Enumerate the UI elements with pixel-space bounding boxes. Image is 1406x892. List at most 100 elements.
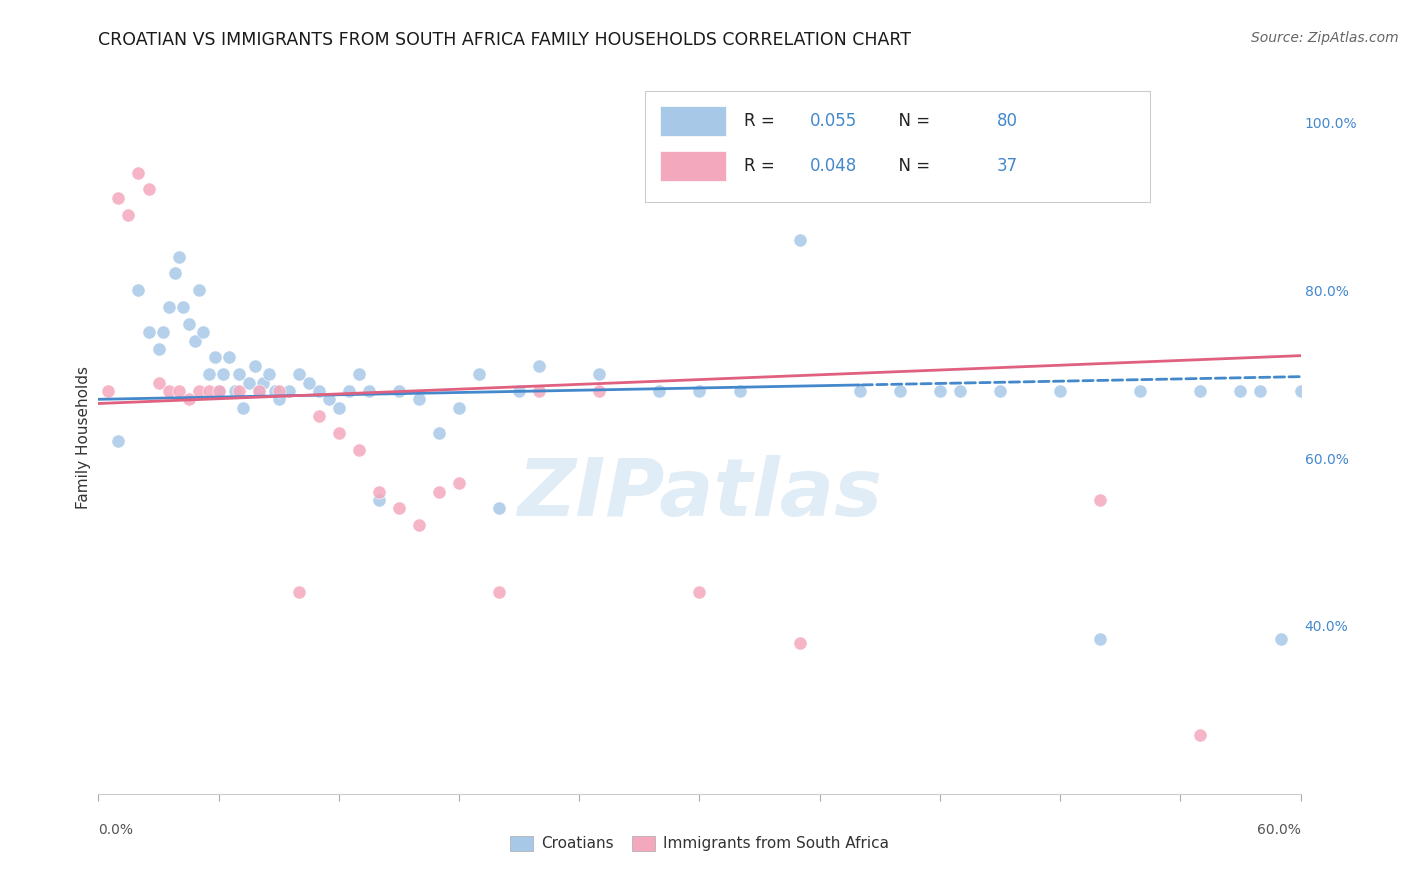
Point <box>1289 384 1312 398</box>
Point <box>191 325 214 339</box>
Point <box>368 493 391 508</box>
Point <box>357 384 380 398</box>
Text: CROATIAN VS IMMIGRANTS FROM SOUTH AFRICA FAMILY HOUSEHOLDS CORRELATION CHART: CROATIAN VS IMMIGRANTS FROM SOUTH AFRICA… <box>98 31 911 49</box>
Point <box>328 425 350 440</box>
Point <box>128 166 150 180</box>
Point <box>949 384 972 398</box>
Point <box>648 384 671 398</box>
Point <box>267 392 290 407</box>
Point <box>138 182 160 196</box>
Text: Source: ZipAtlas.com: Source: ZipAtlas.com <box>1251 31 1399 45</box>
Point <box>288 585 311 599</box>
Point <box>257 367 280 381</box>
Text: 80: 80 <box>997 112 1018 130</box>
Point <box>238 376 260 390</box>
Point <box>117 208 139 222</box>
Text: N =: N = <box>889 157 935 175</box>
Point <box>988 384 1011 398</box>
Point <box>107 434 129 449</box>
Point <box>177 317 200 331</box>
Point <box>177 392 200 407</box>
Point <box>1049 384 1071 398</box>
Point <box>187 384 209 398</box>
Point <box>1189 384 1212 398</box>
Point <box>232 401 254 415</box>
Point <box>263 384 285 398</box>
Point <box>228 384 250 398</box>
Point <box>1250 384 1272 398</box>
Point <box>488 501 510 516</box>
Point <box>468 367 491 381</box>
Point <box>408 392 430 407</box>
Point <box>388 384 411 398</box>
Point <box>128 283 150 297</box>
Text: R =: R = <box>744 157 780 175</box>
Point <box>447 401 470 415</box>
Point <box>689 384 711 398</box>
Point <box>588 384 610 398</box>
Point <box>163 266 186 280</box>
Point <box>488 585 510 599</box>
Point <box>243 359 266 373</box>
Point <box>138 325 160 339</box>
Text: 0.0%: 0.0% <box>98 823 134 838</box>
Point <box>172 300 194 314</box>
Point <box>427 425 450 440</box>
Point <box>187 283 209 297</box>
Point <box>267 384 290 398</box>
Point <box>728 384 751 398</box>
Point <box>689 585 711 599</box>
FancyBboxPatch shape <box>659 106 725 136</box>
Point <box>427 484 450 499</box>
Point <box>1229 384 1251 398</box>
Point <box>368 484 391 499</box>
Text: 0.048: 0.048 <box>810 157 858 175</box>
Point <box>447 476 470 491</box>
Point <box>1189 728 1212 742</box>
Point <box>247 384 270 398</box>
Point <box>107 191 129 205</box>
Text: 60.0%: 60.0% <box>1257 823 1301 838</box>
Point <box>157 384 180 398</box>
Point <box>197 367 219 381</box>
Point <box>224 384 246 398</box>
Point <box>157 300 180 314</box>
Point <box>1129 384 1152 398</box>
Point <box>197 384 219 398</box>
Point <box>889 384 911 398</box>
Point <box>318 392 340 407</box>
Point <box>347 442 370 457</box>
Point <box>148 376 170 390</box>
Point <box>228 367 250 381</box>
Point <box>208 384 231 398</box>
Legend: Croatians, Immigrants from South Africa: Croatians, Immigrants from South Africa <box>505 830 894 857</box>
Point <box>247 384 270 398</box>
Point <box>167 384 190 398</box>
Point <box>97 384 120 398</box>
Point <box>252 376 274 390</box>
Point <box>408 518 430 533</box>
Point <box>929 384 952 398</box>
Point <box>298 376 321 390</box>
Text: 37: 37 <box>997 157 1018 175</box>
Point <box>288 367 311 381</box>
Point <box>218 351 240 365</box>
Point <box>208 384 231 398</box>
Text: N =: N = <box>889 112 935 130</box>
Point <box>204 351 226 365</box>
Point <box>152 325 174 339</box>
Point <box>308 384 330 398</box>
Text: R =: R = <box>744 112 780 130</box>
FancyBboxPatch shape <box>645 91 1150 202</box>
Point <box>1088 632 1111 646</box>
Point <box>148 342 170 356</box>
Text: ZIPatlas: ZIPatlas <box>517 455 882 533</box>
Point <box>388 501 411 516</box>
Point <box>789 636 811 650</box>
FancyBboxPatch shape <box>659 151 725 181</box>
Point <box>308 409 330 423</box>
Text: 0.055: 0.055 <box>810 112 858 130</box>
Y-axis label: Family Households: Family Households <box>76 366 91 508</box>
Point <box>1270 632 1292 646</box>
Point <box>211 367 233 381</box>
